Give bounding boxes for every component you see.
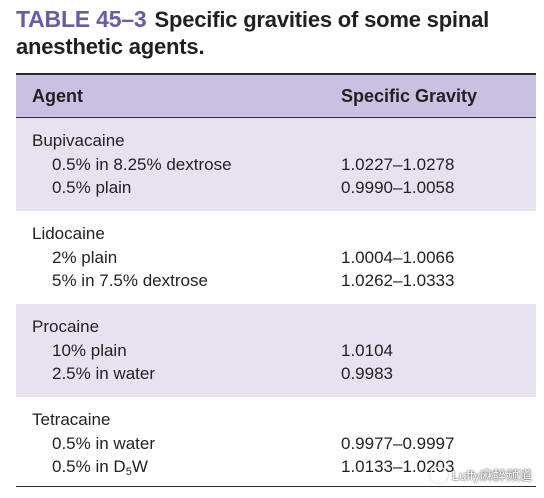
table-row: 2.5% in water 0.9983 [16, 364, 536, 387]
table-header-row: Agent Specific Gravity [16, 75, 536, 118]
table-row: 0.5% plain 0.9990–1.0058 [16, 178, 536, 201]
preparation-subscript: 5 [125, 466, 132, 478]
table-row: 10% plain 1.0104 [16, 341, 536, 364]
group-tetracaine: Tetracaine 0.5% in water 0.9977–0.9997 0… [16, 397, 536, 490]
preparation-main: 0.5% in D [52, 457, 126, 476]
specific-gravity-value: 0.9983 [341, 364, 393, 383]
watermark-text: Luffy麻醉频道 [452, 468, 532, 483]
specific-gravity-value: 0.9977–0.9997 [341, 434, 455, 453]
chat-bubble-icon [430, 466, 449, 483]
agent-name: Bupivacaine [32, 131, 125, 150]
group-bupivacaine: Bupivacaine 0.5% in 8.25% dextrose 1.022… [16, 118, 536, 211]
preparation: 10% plain [52, 341, 127, 360]
specific-gravity-value: 1.0133–1.0203 [341, 457, 455, 476]
group-procaine: Procaine 10% plain 1.0104 2.5% in water … [16, 304, 536, 397]
preparation-tail: W [131, 457, 148, 476]
table-row: 5% in 7.5% dextrose 1.0262–1.0333 [16, 271, 536, 294]
preparation: 0.5% in water [52, 434, 155, 453]
table-row: 0.5% in water 0.9977–0.9997 [16, 434, 536, 457]
preparation: 2% plain [52, 248, 118, 267]
preparation: 2.5% in water [52, 364, 155, 383]
preparation: 5% in 7.5% dextrose [52, 271, 208, 290]
header-specific-gravity: Specific Gravity [341, 86, 478, 106]
table-caption: TABLE 45–3 Specific gravities of some spi… [16, 6, 540, 60]
specific-gravity-value: 1.0104 [341, 341, 393, 360]
group-lidocaine: Lidocaine 2% plain 1.0004–1.0066 5% in 7… [16, 211, 536, 304]
table-bottom-rule [16, 486, 536, 487]
specific-gravity-table: Agent Specific Gravity Bupivacaine 0.5% … [16, 73, 536, 490]
table-number: TABLE 45–3 [16, 6, 147, 32]
preparation: 0.5% in 8.25% dextrose [52, 155, 232, 174]
agent-name: Procaine [32, 317, 100, 336]
agent-name: Tetracaine [32, 410, 111, 429]
agent-name: Lidocaine [32, 224, 105, 243]
specific-gravity-value: 1.0262–1.0333 [341, 271, 455, 290]
table-row: 0.5% in 8.25% dextrose 1.0227–1.0278 [16, 155, 536, 178]
table-row: 0.5% in D5W 1.0133–1.0203 [16, 457, 536, 480]
specific-gravity-value: 1.0004–1.0066 [341, 248, 455, 267]
channel-watermark: Luffy麻醉频道 [430, 465, 532, 484]
preparation: 0.5% in D5W [52, 457, 148, 478]
table-row: 2% plain 1.0004–1.0066 [16, 248, 536, 271]
specific-gravity-value: 1.0227–1.0278 [341, 155, 455, 174]
specific-gravity-value: 0.9990–1.0058 [341, 178, 455, 197]
table-title: Specific gravities of some spinal anesth… [16, 7, 490, 59]
header-agent: Agent [32, 86, 83, 106]
preparation: 0.5% plain [52, 178, 132, 197]
